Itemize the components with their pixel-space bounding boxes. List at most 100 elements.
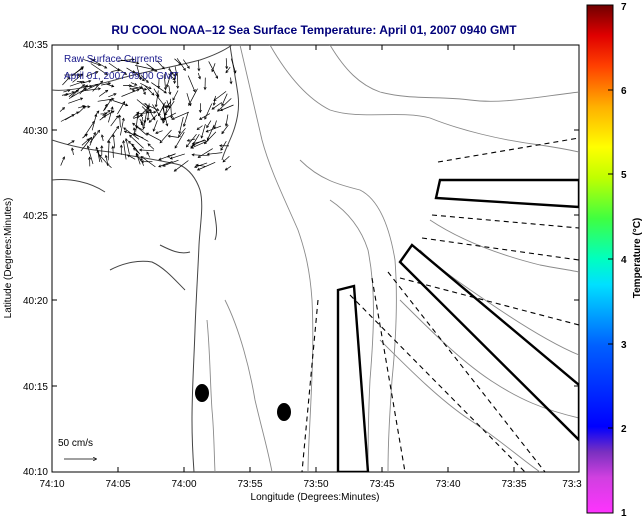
current-vector-head (67, 89, 71, 93)
current-vector (176, 58, 186, 71)
current-vector (126, 67, 135, 74)
current-vector (171, 111, 190, 120)
current-vector (139, 118, 144, 126)
current-vector-head (108, 98, 112, 102)
legend-line1: Raw Surface Currents (64, 54, 162, 65)
current-vector (83, 121, 95, 138)
current-vector-head (212, 102, 216, 106)
current-vector (90, 63, 108, 75)
current-vector-head (152, 117, 156, 121)
current-vector (225, 66, 231, 73)
y-axis-ticks: 40:35 40:30 40:25 40:20 40:15 40:10 (23, 40, 48, 478)
current-vector (117, 101, 126, 115)
current-vector (145, 102, 156, 121)
current-vector-head (97, 87, 102, 91)
current-vector (107, 126, 119, 143)
current-vector (67, 140, 75, 145)
current-vector-head (224, 123, 228, 127)
colorbar-tick: 5 (621, 170, 627, 181)
current-vector (105, 155, 108, 164)
current-vector (135, 125, 144, 131)
current-vector (220, 104, 234, 111)
x-tick: 73:40 (435, 479, 460, 490)
current-vector (133, 114, 143, 119)
current-vector-head (136, 111, 140, 115)
colorbar-tick: 1 (621, 508, 627, 518)
current-vector (147, 103, 150, 121)
current-vector (132, 111, 140, 118)
current-vector-head (131, 70, 136, 74)
current-vector (155, 90, 159, 107)
current-vector-head (89, 84, 93, 88)
current-vector-head (71, 91, 75, 95)
colorbar-tick: 2 (621, 424, 627, 435)
satellite-swath-outlines (336, 178, 579, 472)
current-vector (120, 118, 125, 136)
sandy-hook (221, 45, 239, 161)
plot-area (51, 44, 580, 473)
current-vector-head (86, 145, 90, 149)
current-vector (187, 75, 196, 92)
current-vector (207, 152, 223, 155)
current-vector (71, 148, 74, 155)
surface-current-vectors (59, 57, 237, 172)
current-vector (112, 100, 128, 106)
current-vector-head (176, 85, 180, 89)
current-vector-head (168, 91, 172, 96)
current-vector (174, 160, 189, 172)
current-vector-head (132, 127, 136, 131)
current-vector-head (171, 117, 175, 120)
current-vector-head (140, 157, 144, 162)
current-vector-head (71, 140, 75, 144)
current-vector-head (138, 148, 143, 152)
current-vector-head (215, 75, 218, 79)
current-vector-head (143, 87, 148, 91)
current-vector-head (80, 97, 84, 101)
current-vector (129, 87, 135, 92)
current-vector-head (111, 145, 115, 149)
current-vector (77, 105, 85, 109)
current-vector (230, 77, 232, 84)
current-vector-head (124, 137, 128, 142)
current-vector (108, 106, 113, 123)
current-vector (168, 68, 176, 77)
current-vector-head (62, 107, 66, 111)
current-vector (221, 124, 229, 134)
current-vector-head (156, 108, 160, 111)
current-vector (153, 88, 160, 97)
current-vector (213, 91, 227, 101)
current-vector-head (146, 151, 150, 155)
map-title: RU COOL NOAA–12 Sea Surface Temperature:… (111, 23, 517, 37)
current-vector-head (198, 76, 201, 80)
current-vector (194, 162, 208, 168)
current-vector (183, 111, 189, 127)
current-vector-head (123, 130, 128, 134)
current-vector (225, 58, 228, 69)
current-vector-head (82, 80, 86, 84)
colorbar-tick-marks (608, 89, 613, 429)
x-axis-label: Longitude (Degrees:Minutes) (251, 492, 380, 503)
current-vector (68, 97, 83, 104)
current-vector (144, 85, 155, 96)
y-tick: 40:10 (23, 467, 48, 478)
current-vector (85, 71, 99, 77)
x-tick: 73:3 (562, 479, 582, 490)
current-vector-head (174, 145, 178, 149)
colorbar-label: Temperature (°C) (632, 218, 643, 299)
current-vector-head (93, 131, 96, 135)
current-vector-head (183, 67, 186, 72)
current-vector-head (116, 125, 120, 129)
current-vector (99, 154, 107, 164)
current-vector (146, 132, 161, 142)
current-vector-head (159, 140, 163, 144)
current-vector-head (140, 160, 144, 164)
current-vector-head (165, 104, 169, 108)
current-vector (95, 147, 103, 163)
coastline (52, 139, 203, 472)
current-vector (201, 124, 206, 139)
current-vector (137, 105, 150, 119)
current-vector-head (88, 79, 92, 83)
mooring-dot-east (277, 403, 291, 421)
current-vector (125, 138, 130, 155)
